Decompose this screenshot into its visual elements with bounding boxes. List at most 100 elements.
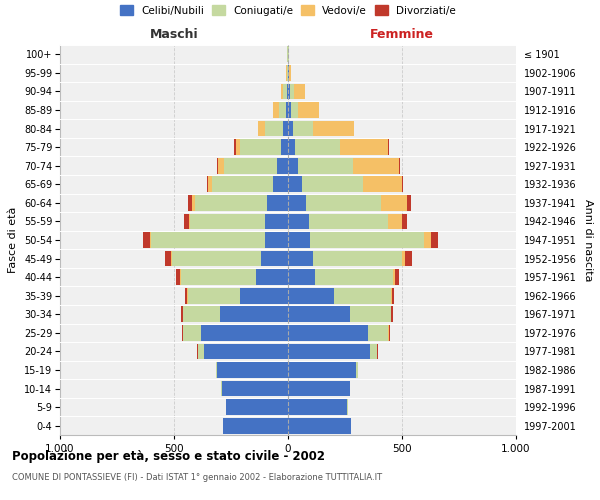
Text: Maschi: Maschi bbox=[149, 28, 199, 42]
Bar bbox=[288, 399, 347, 415]
Bar bbox=[187, 288, 288, 304]
Bar bbox=[288, 214, 308, 230]
Bar bbox=[181, 269, 288, 285]
Bar bbox=[181, 306, 288, 322]
Bar bbox=[288, 120, 313, 136]
Bar bbox=[259, 120, 288, 136]
Bar bbox=[273, 102, 288, 118]
Bar bbox=[288, 120, 293, 136]
Bar bbox=[190, 214, 288, 230]
Bar bbox=[279, 102, 288, 118]
Bar bbox=[183, 325, 288, 341]
Bar bbox=[288, 288, 334, 304]
Bar bbox=[273, 176, 288, 192]
Bar bbox=[288, 84, 305, 100]
Bar bbox=[207, 176, 288, 192]
Bar bbox=[143, 232, 288, 248]
Bar bbox=[288, 380, 350, 396]
Bar bbox=[288, 46, 289, 62]
Bar bbox=[226, 399, 288, 415]
Bar bbox=[288, 46, 289, 62]
Bar bbox=[151, 232, 288, 248]
Bar bbox=[287, 46, 288, 62]
Bar bbox=[288, 232, 439, 248]
Bar bbox=[216, 362, 288, 378]
Bar bbox=[273, 102, 288, 118]
Bar bbox=[180, 269, 288, 285]
Bar bbox=[198, 344, 288, 359]
Bar bbox=[288, 140, 388, 155]
Text: Popolazione per età, sesso e stato civile - 2002: Popolazione per età, sesso e stato civil… bbox=[12, 450, 325, 463]
Bar bbox=[288, 250, 412, 266]
Bar bbox=[286, 102, 288, 118]
Bar bbox=[288, 418, 350, 434]
Bar bbox=[288, 195, 407, 211]
Bar bbox=[288, 325, 368, 341]
Bar bbox=[287, 65, 288, 81]
Bar bbox=[188, 288, 288, 304]
Bar bbox=[288, 232, 424, 248]
Bar bbox=[288, 362, 358, 378]
Bar bbox=[183, 306, 288, 322]
Bar bbox=[218, 158, 288, 174]
Y-axis label: Fasce di età: Fasce di età bbox=[8, 207, 19, 273]
Bar bbox=[287, 84, 288, 100]
Bar bbox=[216, 362, 288, 378]
Bar bbox=[283, 120, 288, 136]
Bar bbox=[288, 65, 290, 81]
Bar bbox=[222, 380, 288, 396]
Bar bbox=[288, 195, 306, 211]
Bar bbox=[256, 269, 288, 285]
Bar bbox=[192, 195, 288, 211]
Bar bbox=[288, 232, 310, 248]
Bar bbox=[260, 250, 288, 266]
Bar bbox=[288, 269, 398, 285]
Bar bbox=[265, 232, 288, 248]
Bar bbox=[226, 399, 288, 415]
Bar bbox=[288, 250, 406, 266]
Bar bbox=[188, 195, 288, 211]
Bar bbox=[288, 120, 354, 136]
Bar bbox=[288, 140, 295, 155]
Bar bbox=[288, 214, 402, 230]
Bar bbox=[208, 176, 288, 192]
Bar bbox=[288, 176, 403, 192]
Bar bbox=[288, 362, 356, 378]
Bar bbox=[288, 306, 391, 322]
Bar bbox=[277, 158, 288, 174]
Bar bbox=[236, 140, 288, 155]
Bar bbox=[288, 176, 302, 192]
Bar bbox=[288, 399, 347, 415]
Bar bbox=[235, 140, 288, 155]
Bar bbox=[288, 158, 353, 174]
Bar bbox=[288, 195, 382, 211]
Bar bbox=[183, 325, 288, 341]
Bar bbox=[202, 325, 288, 341]
Bar bbox=[268, 195, 288, 211]
Bar bbox=[281, 84, 288, 100]
Bar bbox=[288, 418, 351, 434]
Bar bbox=[259, 120, 288, 136]
Bar bbox=[288, 102, 292, 118]
Bar bbox=[288, 140, 389, 155]
Bar bbox=[197, 344, 288, 359]
Bar bbox=[288, 102, 319, 118]
Legend: Celibi/Nubili, Coniugati/e, Vedovi/e, Divorziati/e: Celibi/Nubili, Coniugati/e, Vedovi/e, Di… bbox=[120, 6, 456, 16]
Bar bbox=[223, 418, 288, 434]
Bar bbox=[288, 84, 290, 100]
Bar bbox=[288, 418, 351, 434]
Bar bbox=[288, 325, 388, 341]
Bar bbox=[288, 344, 377, 359]
Bar bbox=[288, 288, 392, 304]
Bar bbox=[217, 158, 288, 174]
Bar bbox=[288, 344, 377, 359]
Bar bbox=[288, 306, 391, 322]
Bar bbox=[198, 344, 288, 359]
Bar bbox=[288, 84, 305, 100]
Bar bbox=[220, 306, 288, 322]
Bar bbox=[288, 65, 289, 81]
Bar bbox=[288, 176, 402, 192]
Bar bbox=[288, 102, 319, 118]
Bar bbox=[288, 120, 354, 136]
Bar bbox=[288, 325, 389, 341]
